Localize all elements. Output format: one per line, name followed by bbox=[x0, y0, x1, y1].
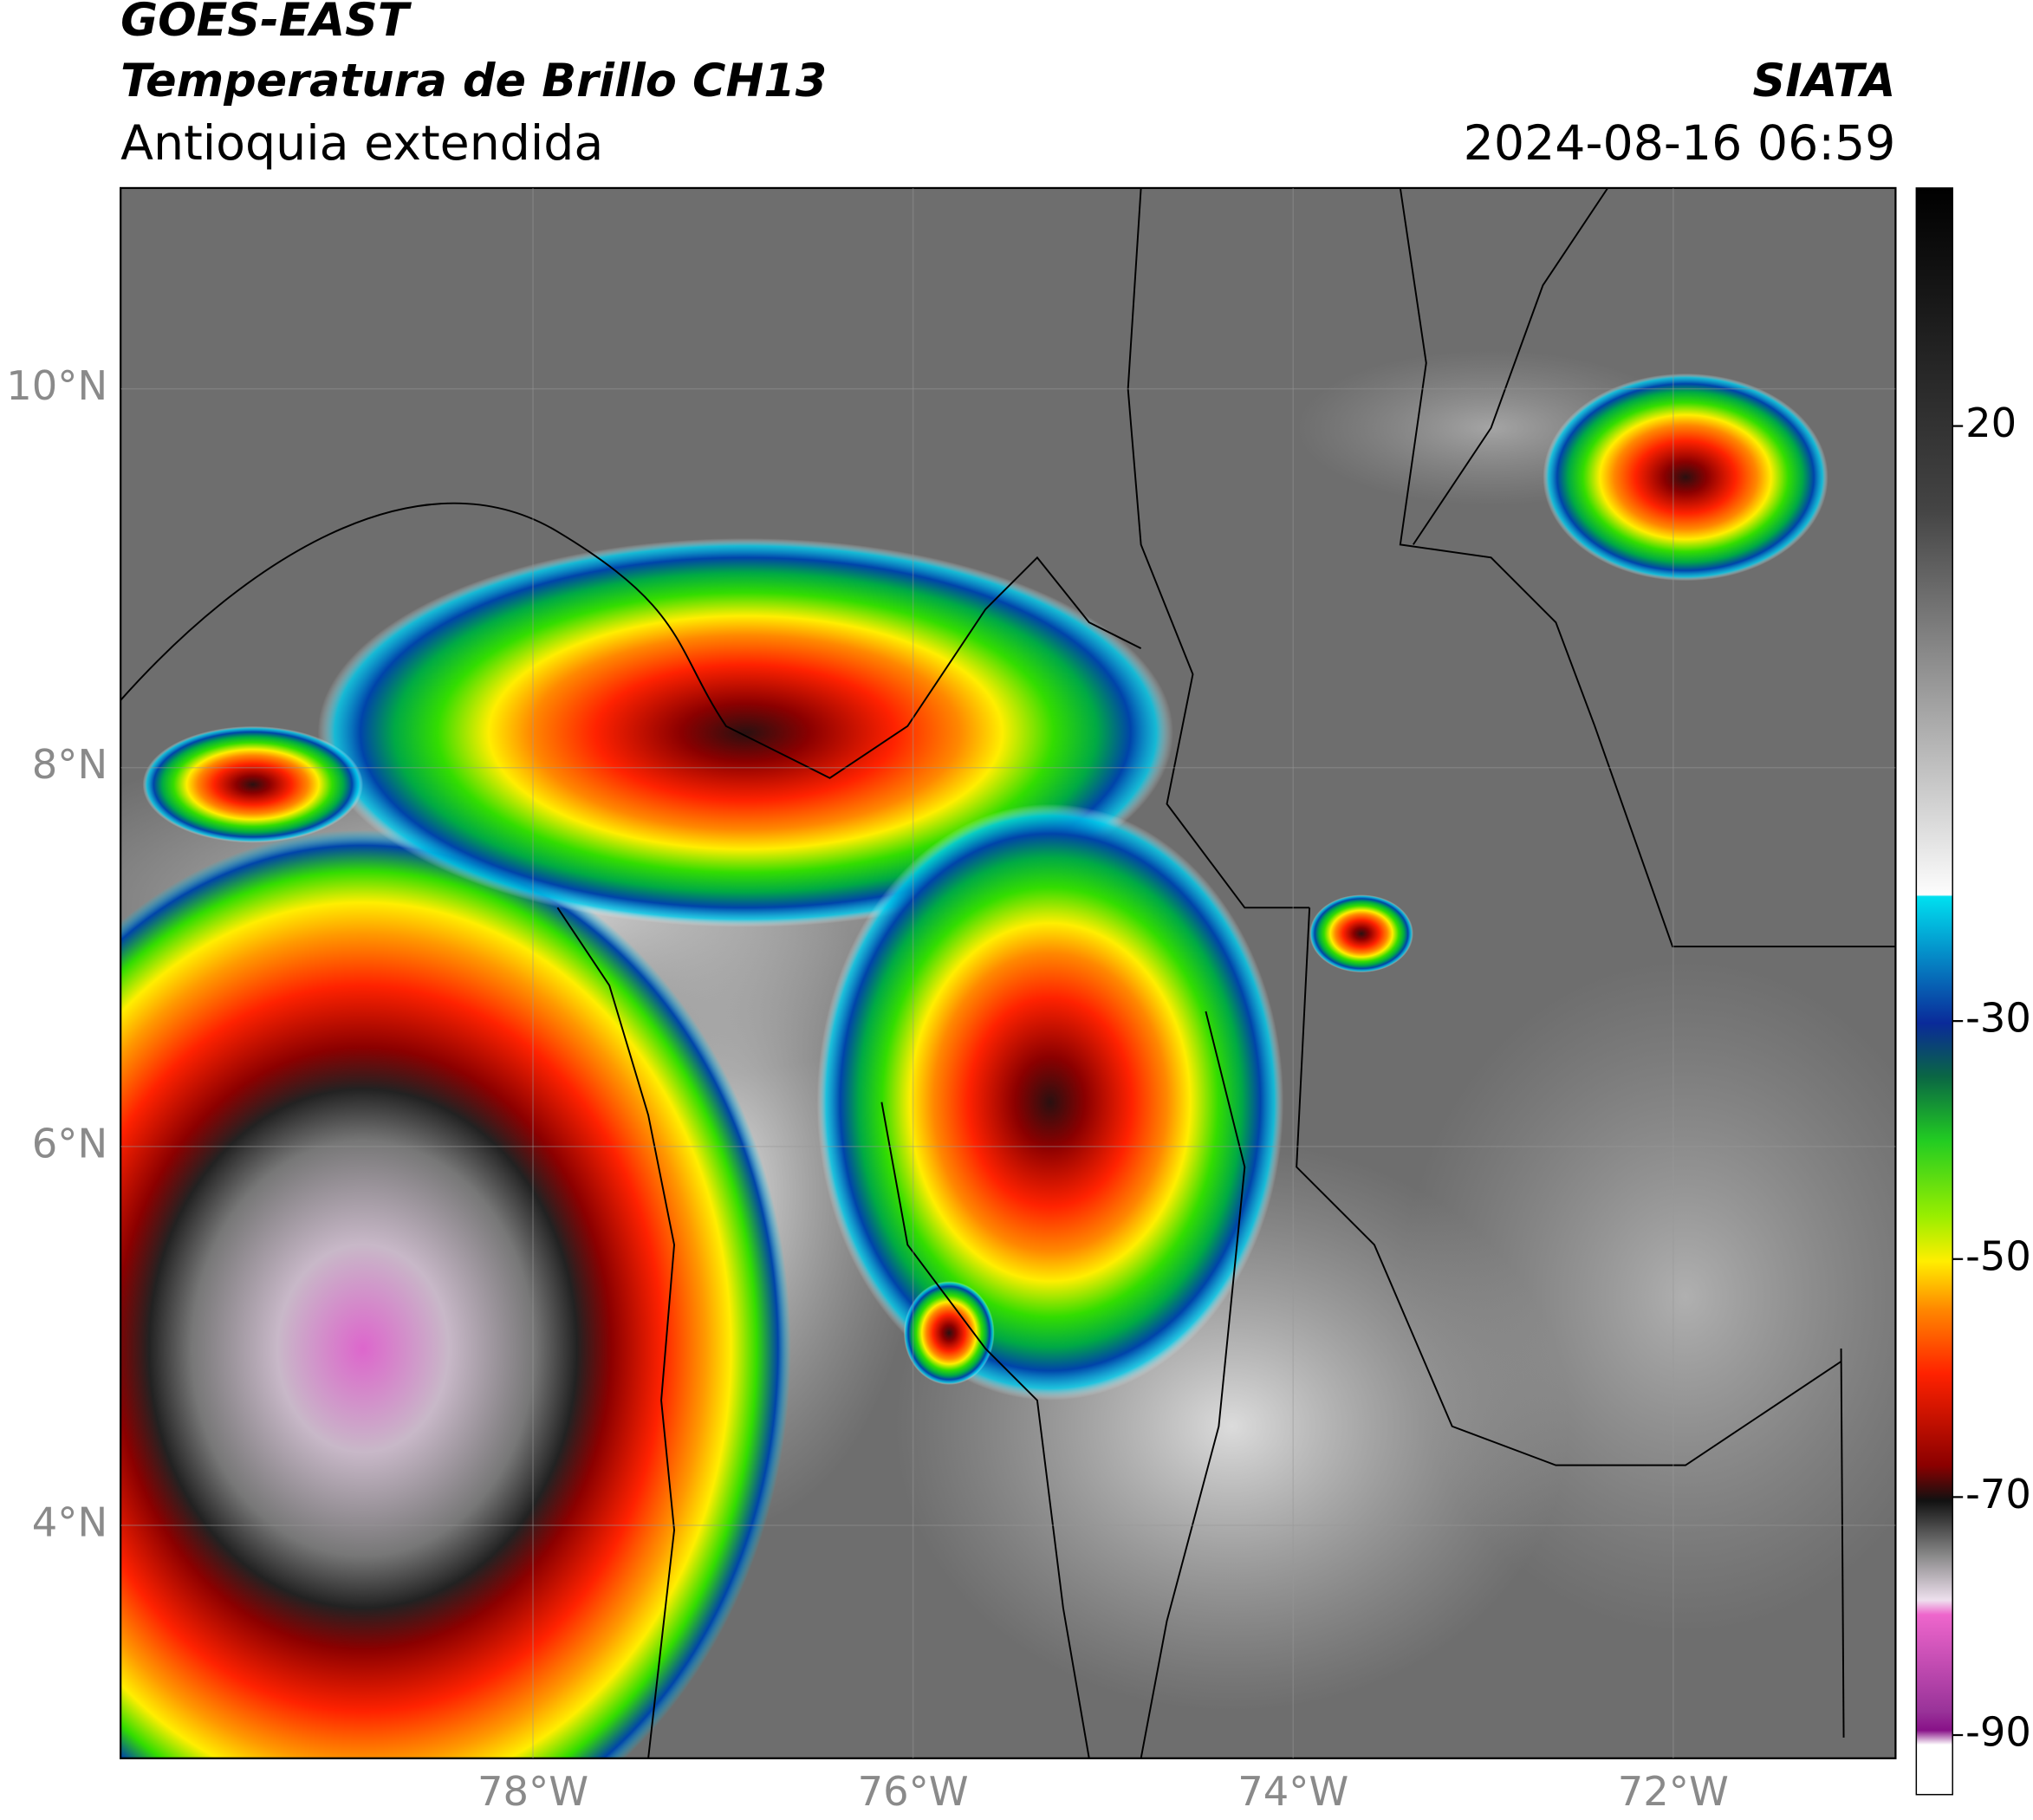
colorbar bbox=[1915, 187, 1953, 1796]
y-tick-label: 6°N bbox=[32, 1120, 107, 1167]
colorbar-tick-label: -90 bbox=[1965, 1709, 2031, 1756]
subtitle: Temperatura de Brillo CH13 bbox=[120, 55, 827, 107]
x-tick-label: 76°W bbox=[858, 1768, 969, 1815]
x-tick-label: 74°W bbox=[1237, 1768, 1348, 1815]
title: GOES-EAST bbox=[120, 0, 412, 47]
colorbar-tick-label: -30 bbox=[1965, 995, 2031, 1042]
datetime: 2024-08-16 06:59 bbox=[1464, 116, 1896, 172]
colorbar-tick-label: -50 bbox=[1965, 1232, 2031, 1279]
region: Antioquia extendida bbox=[120, 116, 603, 172]
satellite-image bbox=[120, 187, 1896, 1758]
x-tick-label: 72°W bbox=[1618, 1768, 1729, 1815]
y-tick-label: 4°N bbox=[32, 1498, 107, 1545]
x-tick-label: 78°W bbox=[477, 1768, 588, 1815]
source: SIATA bbox=[1753, 55, 1896, 107]
y-tick-label: 8°N bbox=[32, 741, 107, 788]
map-frame bbox=[120, 186, 1897, 1759]
colorbar-tick-label: -70 bbox=[1965, 1471, 2031, 1518]
colorbar-tick-label: 20 bbox=[1965, 400, 2017, 446]
y-tick-label: 10°N bbox=[6, 362, 107, 409]
